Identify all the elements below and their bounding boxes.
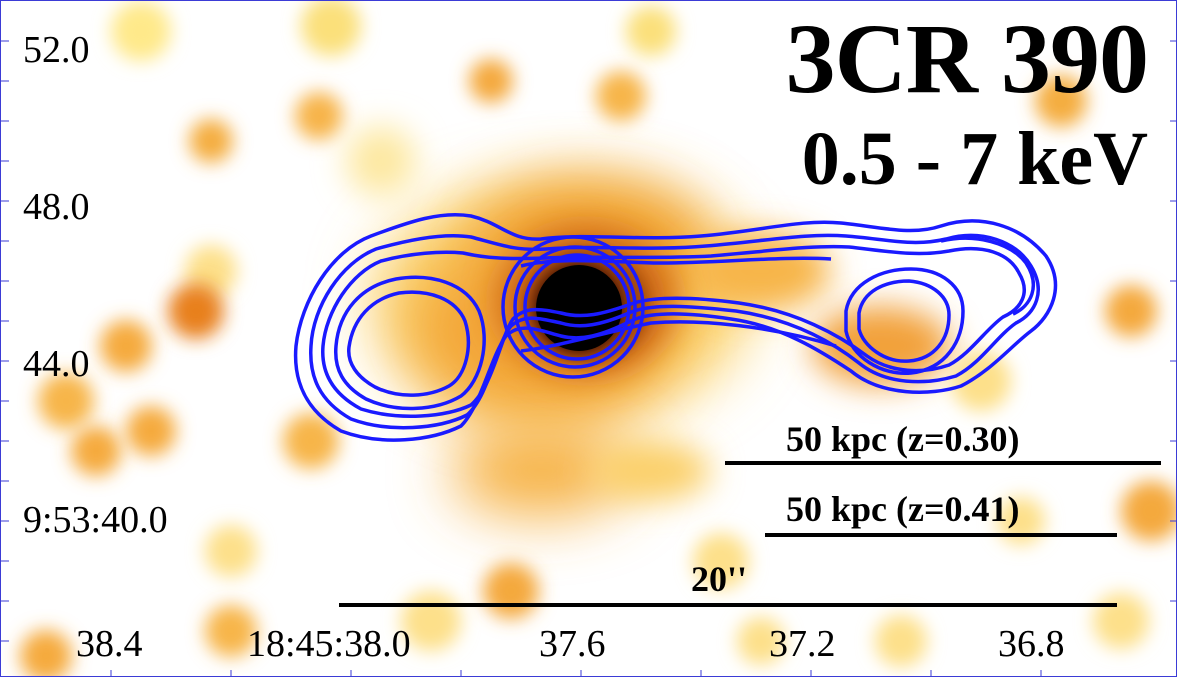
diffuse-xray-emission bbox=[371, 181, 951, 516]
dec-tick-label: 9:53:40.0 bbox=[23, 499, 168, 541]
object-title: 3CR 390 bbox=[785, 3, 1149, 114]
scale-bar-arcsec bbox=[339, 603, 1117, 607]
axis-ticks bbox=[1, 40, 1176, 676]
scale-bar-label-z030: 50 kpc (z=0.30) bbox=[786, 419, 1020, 459]
dec-tick-label: 52.0 bbox=[23, 29, 90, 71]
scale-bar-label-z041: 50 kpc (z=0.41) bbox=[786, 489, 1020, 529]
scale-bar-z041 bbox=[765, 533, 1117, 537]
ra-tick-label: 38.4 bbox=[76, 623, 143, 665]
ra-tick-label: 36.8 bbox=[998, 623, 1065, 665]
dec-tick-label: 44.0 bbox=[23, 343, 90, 385]
xray-background-counts bbox=[20, 1, 1176, 676]
scale-bar-label-arcsec: 20'' bbox=[691, 559, 748, 599]
ra-tick-label: 18:45:38.0 bbox=[247, 623, 411, 665]
ra-tick-label: 37.6 bbox=[539, 623, 606, 665]
energy-band-label: 0.5 - 7 keV bbox=[801, 117, 1148, 201]
radio-contours bbox=[293, 212, 1058, 442]
dec-tick-label: 48.0 bbox=[23, 186, 90, 228]
ra-tick-label: 37.2 bbox=[769, 623, 836, 665]
scale-bar-z030 bbox=[725, 461, 1161, 465]
